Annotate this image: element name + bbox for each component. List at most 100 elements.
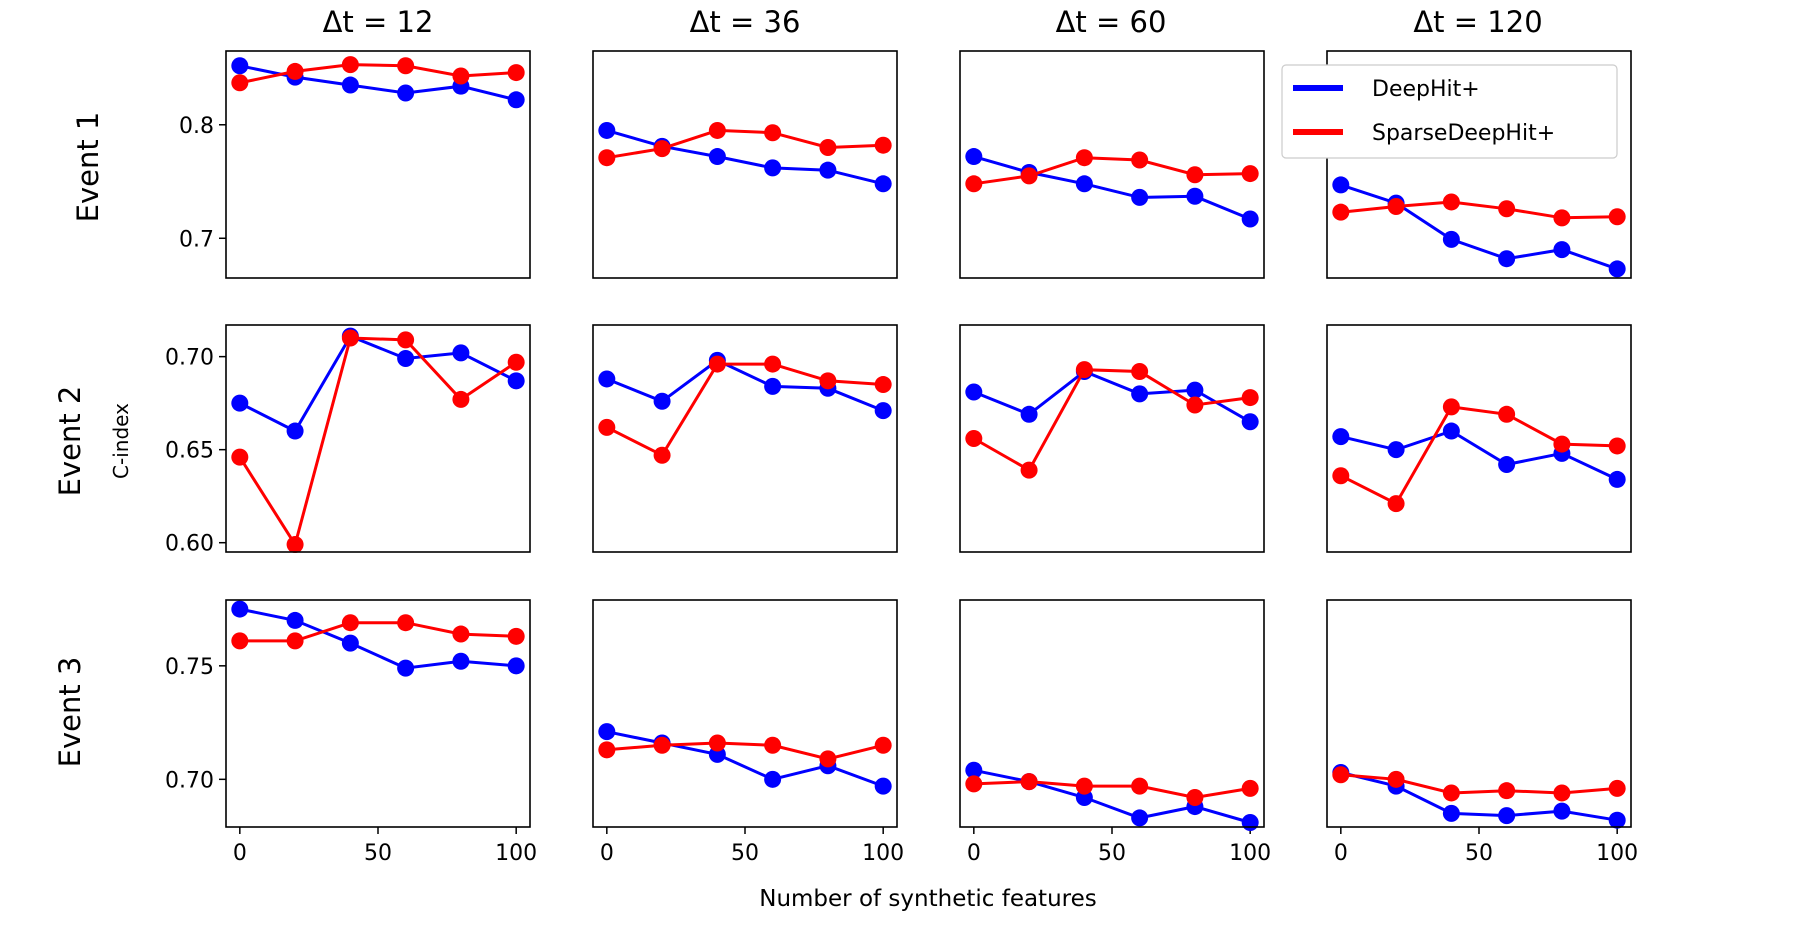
point-sparsedeephit bbox=[286, 632, 304, 650]
point-sparsedeephit bbox=[874, 136, 892, 154]
point-deephit bbox=[1442, 422, 1460, 440]
row-label-event-3: Event 3 bbox=[53, 657, 87, 768]
panel-r2-c1: 0.60 0.65 0.70 bbox=[165, 324, 531, 557]
series-line-deephit bbox=[1340, 771, 1618, 822]
x-tick-label: 50 bbox=[364, 841, 392, 866]
column-title-dt-12: Δt = 12 bbox=[323, 5, 434, 39]
point-deephit bbox=[1608, 811, 1626, 829]
point-sparsedeephit bbox=[1241, 389, 1259, 407]
point-deephit bbox=[507, 372, 525, 390]
point-deephit bbox=[1186, 381, 1204, 399]
point-deephit bbox=[286, 422, 304, 440]
axes-frame bbox=[592, 599, 898, 828]
series-line-sparsedeephit bbox=[1340, 405, 1618, 506]
point-sparsedeephit bbox=[1241, 779, 1259, 797]
series-line-sparsedeephit bbox=[606, 741, 884, 761]
axes-frame bbox=[959, 599, 1265, 828]
series-line-sparsedeephit bbox=[239, 621, 517, 643]
series-line-deephit bbox=[973, 155, 1251, 221]
point-deephit bbox=[874, 175, 892, 193]
point-deephit bbox=[1020, 405, 1038, 423]
legend-label-deephit: DeepHit+ bbox=[1372, 77, 1480, 102]
point-sparsedeephit bbox=[341, 56, 359, 74]
point-sparsedeephit bbox=[1553, 435, 1571, 453]
series-line-deephit bbox=[606, 128, 884, 186]
series-line-deephit bbox=[606, 358, 884, 412]
point-sparsedeephit bbox=[1131, 151, 1149, 169]
point-sparsedeephit bbox=[397, 57, 415, 75]
legend-label-sparsedeephit: SparseDeepHit+ bbox=[1372, 121, 1555, 146]
point-deephit bbox=[874, 777, 892, 795]
point-sparsedeephit bbox=[1075, 149, 1093, 167]
point-deephit bbox=[1131, 188, 1149, 206]
point-sparsedeephit bbox=[1608, 437, 1626, 455]
point-deephit bbox=[286, 611, 304, 629]
point-deephit bbox=[1498, 456, 1516, 474]
point-deephit bbox=[1553, 802, 1571, 820]
point-sparsedeephit bbox=[1020, 461, 1038, 479]
point-sparsedeephit bbox=[397, 331, 415, 349]
point-sparsedeephit bbox=[341, 614, 359, 632]
point-sparsedeephit bbox=[507, 353, 525, 371]
point-sparsedeephit bbox=[1442, 398, 1460, 416]
panel-r2-c2 bbox=[592, 324, 898, 553]
panel-r3-c2: 0 50 100 bbox=[592, 599, 904, 866]
point-sparsedeephit bbox=[764, 355, 782, 373]
point-sparsedeephit bbox=[231, 632, 249, 650]
point-sparsedeephit bbox=[1442, 784, 1460, 802]
y-axis-label: C-index bbox=[109, 403, 133, 479]
point-deephit bbox=[965, 148, 983, 166]
x-axis-label: Number of synthetic features bbox=[759, 886, 1097, 912]
panel-r2-c3 bbox=[959, 324, 1265, 553]
axes-frame bbox=[1326, 324, 1632, 553]
point-sparsedeephit bbox=[1332, 203, 1350, 221]
series-line-deephit bbox=[1340, 429, 1618, 481]
point-deephit bbox=[653, 392, 671, 410]
point-deephit bbox=[1241, 210, 1259, 228]
point-deephit bbox=[1241, 813, 1259, 831]
point-sparsedeephit bbox=[764, 124, 782, 142]
point-deephit bbox=[1498, 807, 1516, 825]
point-sparsedeephit bbox=[1387, 770, 1405, 788]
point-sparsedeephit bbox=[231, 448, 249, 466]
point-sparsedeephit bbox=[1498, 200, 1516, 218]
point-sparsedeephit bbox=[874, 736, 892, 754]
point-deephit bbox=[397, 659, 415, 677]
series-line-deephit bbox=[606, 730, 884, 788]
point-sparsedeephit bbox=[1608, 779, 1626, 797]
point-deephit bbox=[1442, 230, 1460, 248]
point-sparsedeephit bbox=[965, 775, 983, 793]
row-label-event-2: Event 2 bbox=[53, 386, 87, 497]
point-deephit bbox=[231, 57, 249, 75]
point-deephit bbox=[1608, 470, 1626, 488]
x-tick-label: 50 bbox=[731, 841, 759, 866]
point-sparsedeephit bbox=[965, 430, 983, 447]
axes-frame bbox=[592, 50, 898, 279]
column-title-dt-60: Δt = 60 bbox=[1056, 5, 1167, 39]
y-tick-label: 0.8 bbox=[179, 114, 214, 139]
point-sparsedeephit bbox=[1387, 197, 1405, 215]
point-sparsedeephit bbox=[874, 376, 892, 394]
point-sparsedeephit bbox=[452, 625, 470, 643]
point-deephit bbox=[1131, 385, 1149, 403]
point-sparsedeephit bbox=[1020, 773, 1038, 791]
point-sparsedeephit bbox=[507, 627, 525, 645]
axes-frame bbox=[1326, 599, 1632, 828]
panel-r1-c1: 0.7 0.8 bbox=[179, 50, 531, 279]
axes-frame bbox=[225, 50, 531, 279]
y-tick-label: 0.75 bbox=[165, 655, 214, 680]
point-deephit bbox=[341, 634, 359, 652]
point-deephit bbox=[452, 344, 470, 362]
y-tick-label: 0.65 bbox=[165, 439, 214, 464]
axes-frame bbox=[225, 599, 531, 828]
point-sparsedeephit bbox=[1498, 405, 1516, 423]
panel-r1-c4 bbox=[1326, 50, 1632, 279]
x-tick-label: 0 bbox=[967, 841, 981, 866]
point-sparsedeephit bbox=[965, 175, 983, 193]
point-deephit bbox=[1186, 187, 1204, 205]
point-sparsedeephit bbox=[452, 390, 470, 408]
y-tick-label: 0.7 bbox=[179, 227, 214, 252]
point-sparsedeephit bbox=[1186, 166, 1204, 184]
point-sparsedeephit bbox=[1075, 361, 1093, 379]
point-sparsedeephit bbox=[397, 614, 415, 632]
